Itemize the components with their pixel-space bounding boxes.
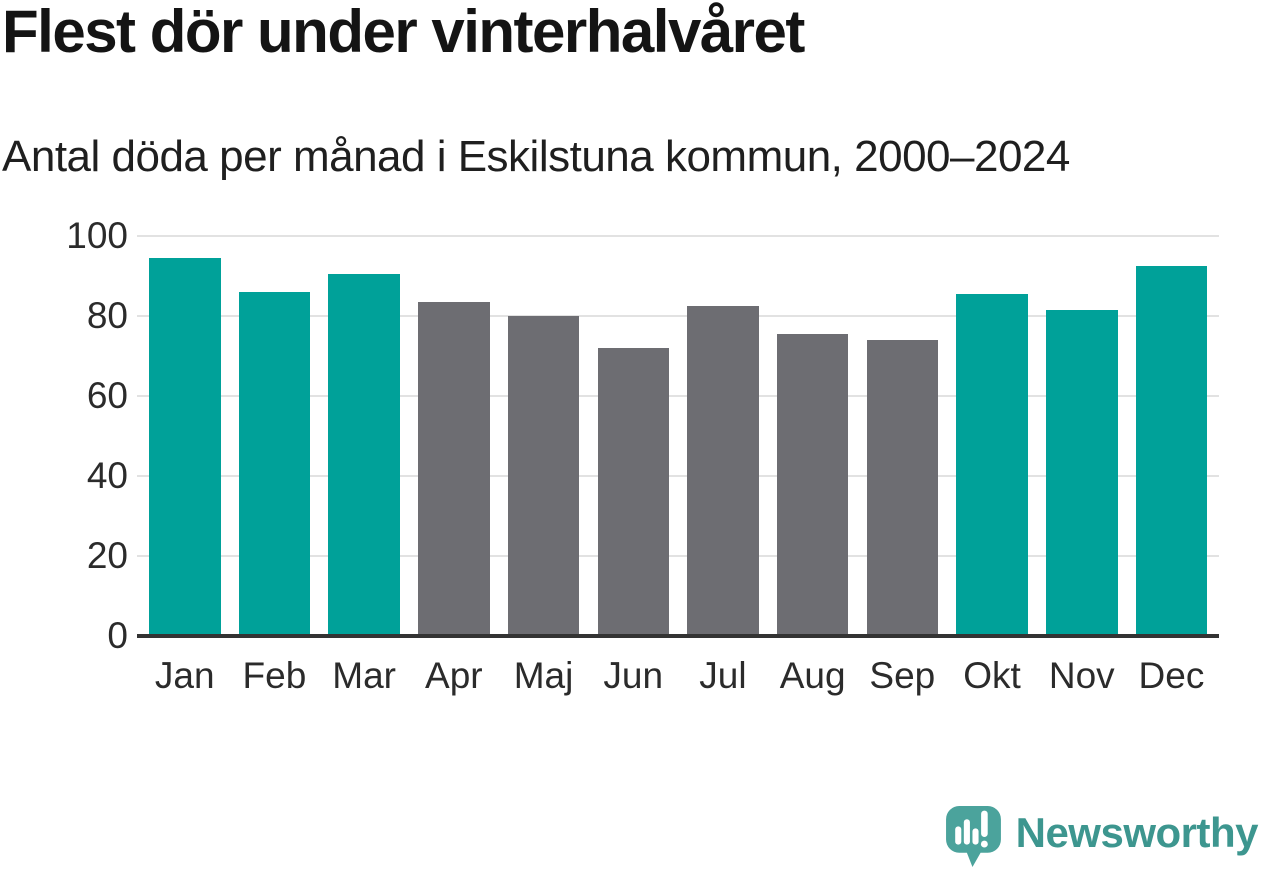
bar-feb <box>238 292 311 636</box>
x-axis-line <box>137 634 1219 638</box>
x-axis-label-apr: Apr <box>425 655 483 696</box>
x-axis-label-okt: Okt <box>963 655 1021 696</box>
bar-jun <box>597 348 669 636</box>
y-axis-tick-label: 20 <box>86 535 128 576</box>
newsworthy-logo-icon <box>945 806 1001 867</box>
gridline-20 <box>137 555 1219 557</box>
gridline-80 <box>137 315 1219 317</box>
x-axis-label-jul: Jul <box>699 655 747 696</box>
x-axis-label-feb: Feb <box>242 655 307 696</box>
gridline-60 <box>137 395 1219 397</box>
x-axis-label-maj: Maj <box>513 655 574 696</box>
bar-sep <box>866 340 939 636</box>
bar-jul <box>687 306 759 636</box>
bar-maj <box>507 316 580 636</box>
bar-jan <box>149 258 221 636</box>
newsworthy-logo: Newsworthy <box>945 806 1259 869</box>
bar-apr <box>418 302 490 636</box>
bar-mar <box>328 274 400 636</box>
bar-nov <box>1046 310 1118 636</box>
chart-title: Flest dör under vinterhalvåret <box>2 0 805 65</box>
x-axis-label-sep: Sep <box>869 655 936 696</box>
x-axis-label-jun: Jun <box>603 655 664 696</box>
bar-aug <box>776 334 849 636</box>
y-axis-tick-label: 60 <box>86 375 128 416</box>
bar-okt <box>956 294 1028 636</box>
y-axis-tick-label: 0 <box>107 615 128 656</box>
bar-chart-plot-area <box>137 235 1219 638</box>
x-axis-label-dec: Dec <box>1138 655 1205 696</box>
y-axis-tick-label: 100 <box>66 215 128 256</box>
x-axis-label-mar: Mar <box>332 655 396 696</box>
x-axis-label-jan: Jan <box>154 655 215 696</box>
bar-dec <box>1135 266 1208 636</box>
y-axis-tick-label: 40 <box>86 455 128 496</box>
x-axis-label-aug: Aug <box>779 655 846 696</box>
gridline-40 <box>137 475 1219 477</box>
y-axis-tick-label: 80 <box>86 295 128 336</box>
gridline-100 <box>137 235 1219 237</box>
newsworthy-logo-text: Newsworthy <box>1015 808 1259 856</box>
chart-subtitle: Antal döda per månad i Eskilstuna kommun… <box>2 132 1070 181</box>
x-axis-label-nov: Nov <box>1048 655 1115 696</box>
